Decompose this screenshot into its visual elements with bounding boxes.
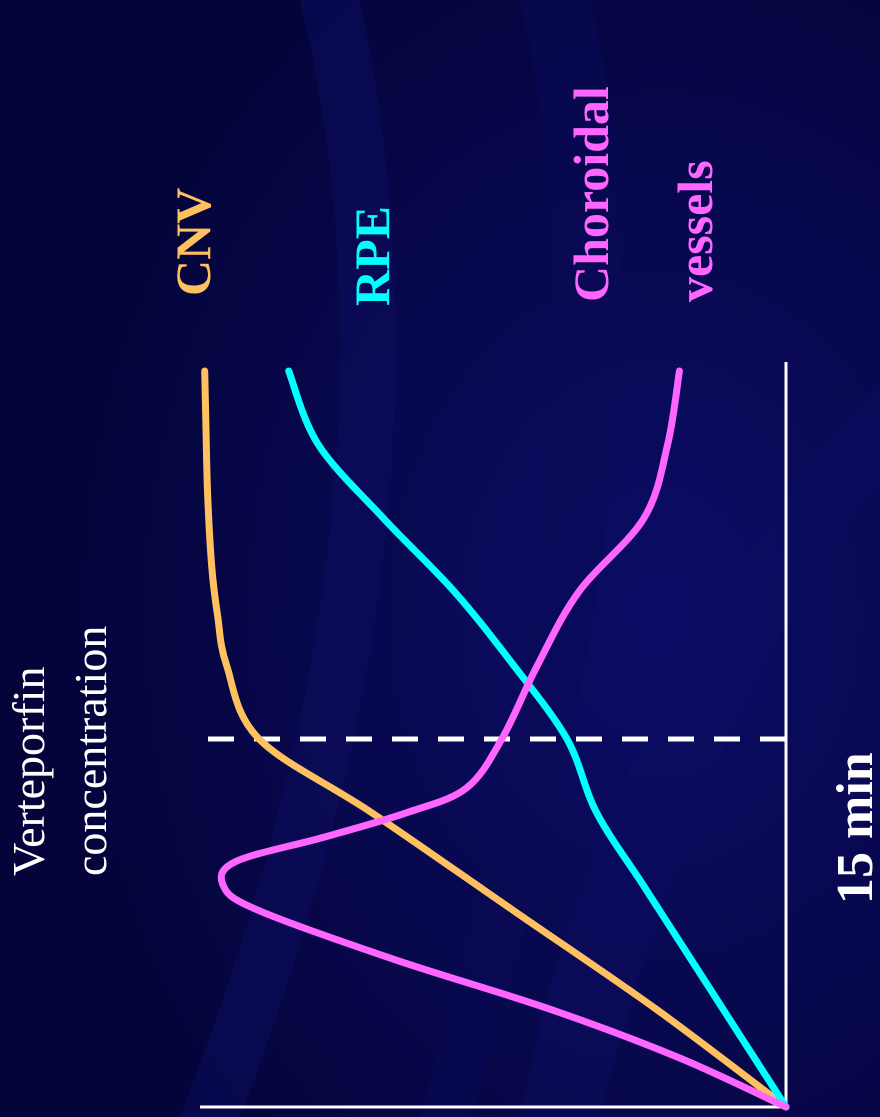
series-label-rpe: RPE — [344, 206, 400, 306]
series-line-rpe — [285, 367, 790, 1111]
series-line-choroidal-vessels — [217, 367, 790, 1111]
series-label-cnv: CNV — [165, 187, 221, 296]
y-axis-label-line2: concentration — [65, 625, 116, 876]
series-line-cnv — [201, 367, 790, 1111]
series-label-choroidal-line1: Choroidal — [563, 86, 619, 302]
y-axis-label-line1: Verteporfin — [3, 666, 54, 876]
series-label-choroidal-line2: vessels — [667, 160, 723, 302]
marker-label-15-min: 15 min — [827, 752, 880, 904]
